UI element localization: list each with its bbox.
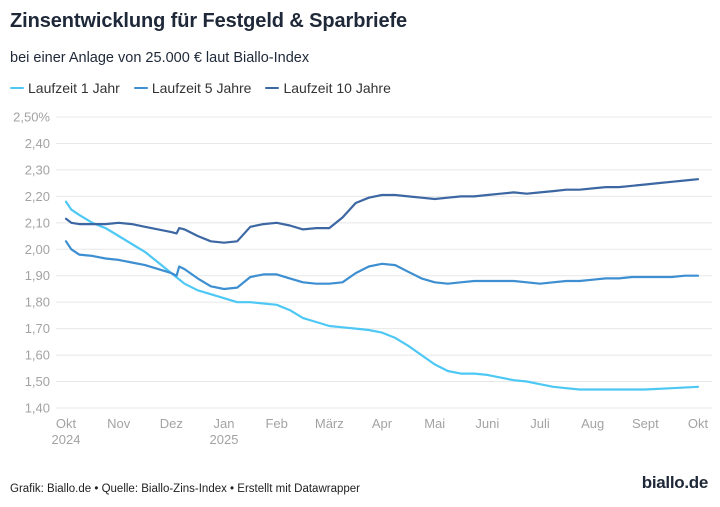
x-tick-label: Sept [632, 416, 659, 431]
x-tick-label: Jan [214, 416, 235, 431]
y-tick-label: 2,50% [13, 110, 50, 125]
x-tick-label: März [315, 416, 344, 431]
y-tick-label: 1,50 [25, 374, 50, 389]
y-axis: 1,40 1,50 1,60 1,70 1,80 1,90 2,00 2,10 2,20 2,30… [13, 110, 50, 416]
x-tick-label: Mai [424, 416, 445, 431]
x-tick-label: Okt [56, 416, 77, 431]
x-tick-year-label: 2024 [52, 432, 81, 447]
y-tick-label: 1,80 [25, 295, 50, 310]
x-tick-year-label: 2025 [210, 432, 239, 447]
y-tick-label: 1,70 [25, 321, 50, 336]
legend-item-10-jahre: Laufzeit 10 Jahre [265, 80, 391, 96]
y-tick-label: 2,10 [25, 215, 50, 230]
x-tick-label: Dez [160, 416, 183, 431]
y-tick-label: 2,00 [25, 242, 50, 257]
y-tick-label: 1,90 [25, 268, 50, 283]
y-tick-label: 1,40 [25, 401, 50, 416]
legend-label-1-jahr: Laufzeit 1 Jahr [28, 80, 120, 96]
footer-credit: Grafik: Biallo.de • Quelle: Biallo-Zins-… [10, 483, 360, 495]
legend-item-5-jahre: Laufzeit 5 Jahre [133, 80, 252, 96]
y-tick-label: 2,30 [25, 162, 50, 177]
x-tick-label: Feb [265, 416, 287, 431]
legend-swatch-5-jahre [133, 86, 148, 90]
series-lines [64, 178, 700, 391]
series-line-5-jahre [64, 240, 700, 291]
legend-item-1-jahr: Laufzeit 1 Jahr [10, 80, 120, 96]
x-tick-label: Okt [688, 416, 709, 431]
y-tick-label: 1,60 [25, 348, 50, 363]
series-line-1-jahr [64, 200, 700, 391]
x-tick-label: Juli [530, 416, 550, 431]
chart-title: Zinsentwicklung für Festgeld & Sparbrief… [10, 10, 408, 32]
legend-label-10-jahre: Laufzeit 10 Jahre [283, 80, 391, 96]
y-tick-label: 2,40 [25, 136, 50, 151]
series-line-10-jahre [64, 178, 700, 244]
legend-swatch-10-jahre [265, 86, 280, 90]
x-tick-label: Aug [581, 416, 604, 431]
y-tick-label: 2,20 [25, 189, 50, 204]
biallo-logo: biallo.de [641, 473, 709, 492]
legend: Laufzeit 1 Jahr Laufzeit 5 Jahre Laufzei… [10, 80, 391, 96]
x-tick-label: Nov [107, 416, 131, 431]
x-tick-label: Juni [475, 416, 499, 431]
gridlines [56, 116, 712, 409]
line-chart: 1,40 1,50 1,60 1,70 1,80 1,90 2,00 2,10 2,20 2,30… [13, 110, 712, 447]
legend-label-5-jahre: Laufzeit 5 Jahre [151, 80, 252, 96]
x-tick-label: Apr [372, 416, 393, 431]
legend-swatch-1-jahr [10, 86, 24, 90]
chart-subtitle: bei einer Anlage von 25.000 € laut Biall… [10, 50, 310, 66]
